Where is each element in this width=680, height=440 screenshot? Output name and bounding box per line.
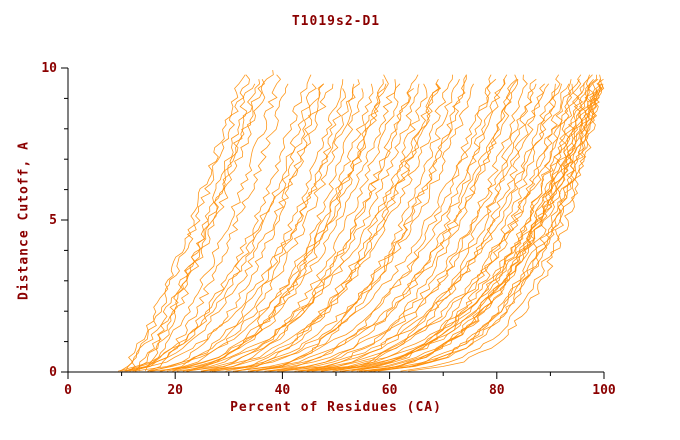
model-curve — [200, 83, 401, 372]
model-curve — [119, 79, 265, 372]
model-curve — [202, 74, 467, 372]
model-curve — [118, 83, 324, 372]
model-curve — [306, 74, 597, 372]
x-tick-label: 100 — [592, 383, 616, 398]
model-curve — [235, 79, 505, 372]
y-tick-label: 0 — [49, 365, 57, 380]
model-curve — [264, 83, 545, 372]
model-curve — [186, 83, 442, 372]
model-curve — [128, 74, 250, 372]
model-curve — [408, 74, 605, 372]
model-curve — [301, 78, 519, 372]
model-curve — [134, 83, 387, 372]
model-curve — [268, 78, 497, 372]
model-curve — [176, 88, 414, 372]
model-curve — [132, 74, 282, 372]
model-curve — [166, 88, 364, 372]
model-curve — [343, 83, 585, 372]
model-curve — [144, 70, 274, 372]
model-curve — [209, 74, 419, 372]
model-curve — [247, 79, 519, 372]
model-curve — [200, 74, 453, 372]
model-curve — [282, 83, 562, 372]
model-curve — [281, 74, 508, 372]
model-curve — [211, 74, 492, 372]
model-curve — [138, 79, 261, 372]
model-curve — [129, 83, 317, 372]
model-curve — [134, 83, 256, 372]
model-curve — [214, 83, 474, 372]
model-curve — [373, 83, 603, 372]
model-curve — [339, 74, 582, 372]
chart-title: T1019s2-D1 — [291, 14, 381, 29]
model-curve — [364, 78, 599, 372]
x-tick-label: 40 — [275, 383, 291, 398]
y-tick-label: 10 — [41, 61, 57, 76]
model-curve — [351, 74, 561, 372]
model-curve — [373, 83, 573, 372]
model-curve — [368, 74, 593, 372]
model-curve — [186, 83, 420, 372]
model-curve — [377, 83, 604, 372]
model-curve — [321, 83, 537, 372]
model-curve — [172, 79, 360, 372]
model-curve — [125, 74, 246, 372]
model-curve — [256, 74, 467, 372]
x-axis-label: Percent of Residues (CA) — [230, 400, 442, 415]
model-curve — [277, 79, 572, 372]
model-curve — [159, 74, 389, 372]
model-curve — [294, 79, 580, 372]
model-curve — [126, 83, 334, 372]
model-curve — [320, 83, 601, 372]
model-curve — [172, 79, 397, 372]
model-curve — [147, 88, 346, 372]
model-curve — [187, 79, 384, 372]
x-tick-label: 80 — [489, 383, 505, 398]
model-curve — [249, 78, 537, 372]
model-curve — [370, 83, 596, 372]
model-curve — [149, 83, 324, 372]
model-curve — [307, 74, 528, 372]
model-curve — [251, 79, 460, 372]
model-curve — [298, 83, 591, 372]
model-curve — [147, 83, 289, 372]
x-tick-label: 20 — [167, 383, 183, 398]
model-curve — [225, 83, 428, 372]
model-curve — [269, 83, 556, 372]
model-curve — [121, 83, 356, 372]
model-curve — [124, 74, 312, 372]
y-tick-label: 5 — [49, 213, 57, 228]
model-curve — [400, 83, 601, 372]
x-tick-label: 0 — [64, 383, 72, 398]
x-tick-label: 60 — [382, 383, 398, 398]
y-axis-label: Distance Cutoff, A — [16, 141, 32, 300]
model-curve — [151, 79, 440, 372]
model-curve — [161, 79, 344, 372]
model-curve — [182, 83, 374, 372]
